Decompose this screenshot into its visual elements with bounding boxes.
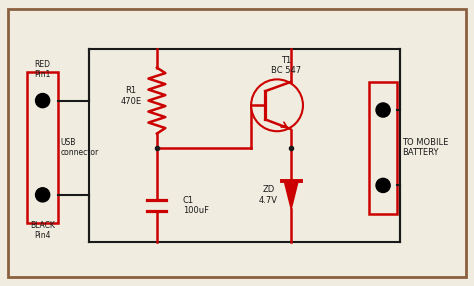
Text: BLACK
Pin4: BLACK Pin4 [30, 221, 55, 240]
Circle shape [376, 178, 390, 192]
Text: RED
Pin1: RED Pin1 [35, 60, 51, 80]
Bar [369, 82, 397, 214]
Text: R1
470E: R1 470E [120, 86, 142, 106]
Circle shape [251, 80, 303, 131]
Text: ZD
4.7V: ZD 4.7V [259, 185, 278, 204]
Circle shape [36, 188, 50, 202]
Polygon shape [284, 181, 298, 209]
Circle shape [36, 94, 50, 108]
Circle shape [376, 103, 390, 117]
Text: USB
connector: USB connector [60, 138, 99, 157]
Text: TO MOBILE
BATTERY: TO MOBILE BATTERY [402, 138, 448, 157]
Bar [27, 72, 58, 223]
Text: T1
BC 547: T1 BC 547 [272, 56, 301, 75]
Text: C1
100uF: C1 100uF [183, 196, 209, 215]
